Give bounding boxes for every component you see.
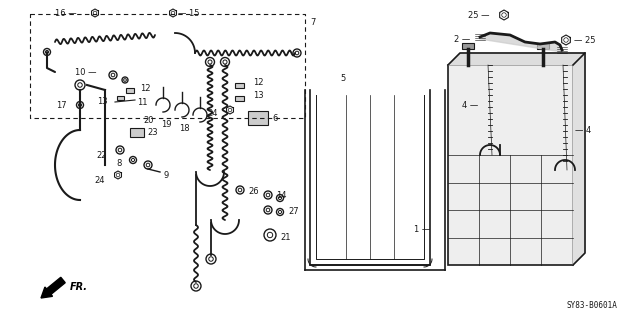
FancyArrow shape <box>41 277 65 298</box>
Text: SY83-B0601A: SY83-B0601A <box>566 301 617 310</box>
Text: 25 —: 25 — <box>468 11 490 20</box>
Text: 5: 5 <box>340 74 345 83</box>
Text: 22: 22 <box>96 150 107 159</box>
Text: 17: 17 <box>57 100 67 109</box>
FancyBboxPatch shape <box>130 128 144 137</box>
Text: 13: 13 <box>97 97 108 106</box>
Text: 11: 11 <box>137 98 148 107</box>
Text: 24: 24 <box>94 175 105 185</box>
Text: 12: 12 <box>253 77 264 86</box>
Text: — 4: — 4 <box>575 125 591 134</box>
Text: 23: 23 <box>147 127 157 137</box>
FancyBboxPatch shape <box>236 95 245 100</box>
FancyBboxPatch shape <box>126 87 134 92</box>
Polygon shape <box>480 33 562 52</box>
Polygon shape <box>573 53 585 265</box>
FancyBboxPatch shape <box>236 83 245 87</box>
Text: 14: 14 <box>276 190 287 199</box>
Text: 10 —: 10 — <box>75 68 96 76</box>
Text: FR.: FR. <box>70 282 88 292</box>
Text: 1 —: 1 — <box>414 226 430 235</box>
Text: 13: 13 <box>253 91 264 100</box>
Text: — 15: — 15 <box>178 9 199 18</box>
Text: 8: 8 <box>117 158 122 167</box>
Text: 6: 6 <box>272 114 277 123</box>
Text: 2 —: 2 — <box>454 35 470 44</box>
FancyBboxPatch shape <box>117 96 124 100</box>
Text: 9: 9 <box>163 171 168 180</box>
Text: 19: 19 <box>162 119 172 129</box>
FancyBboxPatch shape <box>537 43 549 49</box>
FancyBboxPatch shape <box>448 65 573 265</box>
Text: 27: 27 <box>288 207 299 217</box>
Text: 24: 24 <box>208 108 218 117</box>
Text: 7: 7 <box>310 18 315 27</box>
Text: 12: 12 <box>140 84 150 92</box>
Text: 26: 26 <box>248 188 259 196</box>
Polygon shape <box>448 53 585 65</box>
Text: 4 —: 4 — <box>462 100 478 109</box>
FancyBboxPatch shape <box>462 43 474 49</box>
Text: 18: 18 <box>180 124 190 132</box>
Text: — 25: — 25 <box>574 36 596 44</box>
Text: 21: 21 <box>280 234 290 243</box>
Text: 16 —: 16 — <box>55 9 76 18</box>
Text: 20: 20 <box>143 116 154 124</box>
FancyBboxPatch shape <box>248 111 268 125</box>
